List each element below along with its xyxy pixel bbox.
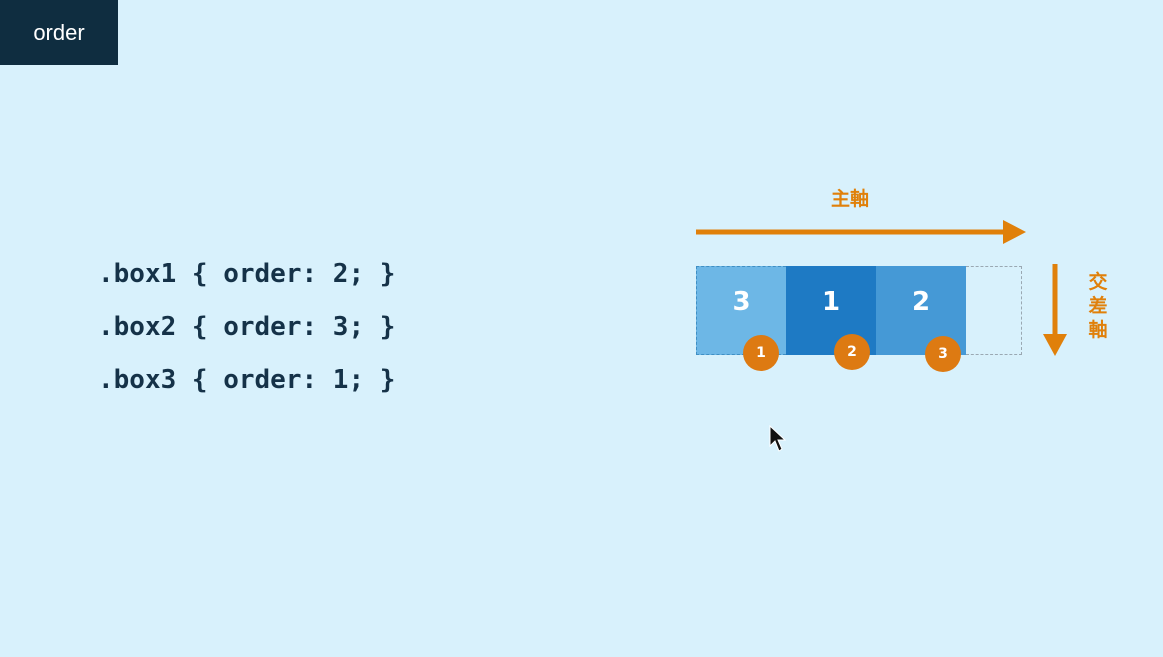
order-badge: order bbox=[0, 0, 118, 65]
main-axis-label: 主軸 bbox=[830, 188, 869, 210]
order-badge-label: order bbox=[33, 19, 85, 45]
flex-item-label: 2 bbox=[911, 286, 931, 317]
position-marker-1: 1 bbox=[743, 335, 779, 371]
code-line-box1: .box1 { order: 2; } bbox=[98, 259, 396, 289]
code-block: .box1 { order: 2; } .box2 { order: 3; } … bbox=[98, 252, 395, 411]
position-marker-3: 3 bbox=[925, 336, 961, 372]
main-axis-arrow bbox=[696, 220, 1026, 244]
position-marker-2: 2 bbox=[834, 334, 870, 370]
empty-slot bbox=[966, 266, 1022, 355]
cross-axis-char-1: 交 bbox=[1088, 271, 1108, 293]
mouse-cursor-icon bbox=[769, 424, 787, 452]
cross-axis-char-2: 差 bbox=[1088, 295, 1108, 317]
flex-item-label: 1 bbox=[821, 286, 841, 317]
cross-axis-char-3: 軸 bbox=[1088, 319, 1108, 341]
code-line-box3: .box3 { order: 1; } bbox=[98, 365, 396, 395]
cross-axis-arrow bbox=[1043, 264, 1067, 356]
cross-axis-label: 交 差 軸 bbox=[1086, 270, 1110, 342]
flex-item-label: 3 bbox=[732, 286, 751, 317]
code-line-box2: .box2 { order: 3; } bbox=[98, 312, 396, 342]
